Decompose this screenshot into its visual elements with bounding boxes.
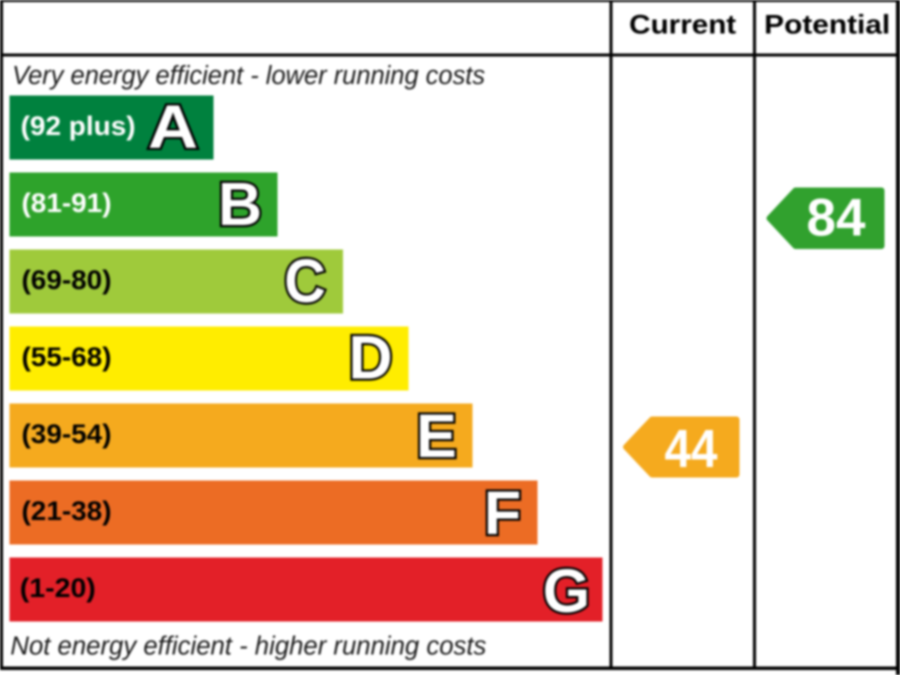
svg-text:E: E xyxy=(416,402,457,470)
svg-text:(92 plus): (92 plus) xyxy=(21,111,136,141)
svg-text:(69-80): (69-80) xyxy=(22,265,112,295)
svg-text:84: 84 xyxy=(807,189,866,248)
svg-text:A: A xyxy=(148,93,198,161)
svg-text:D: D xyxy=(348,324,392,392)
svg-text:(21-38): (21-38) xyxy=(22,496,112,526)
svg-text:C: C xyxy=(284,247,326,315)
svg-text:Potential: Potential xyxy=(764,9,890,39)
svg-text:F: F xyxy=(484,479,521,547)
svg-text:B: B xyxy=(218,170,262,238)
svg-text:G: G xyxy=(543,557,590,625)
svg-text:Very energy efficient - lower: Very energy efficient - lower running co… xyxy=(12,62,485,90)
svg-text:Current: Current xyxy=(629,9,736,39)
svg-text:(81-91): (81-91) xyxy=(22,188,112,218)
svg-text:Not energy efficient - higher: Not energy efficient - higher running co… xyxy=(10,632,486,660)
svg-text:(1-20): (1-20) xyxy=(20,573,96,603)
svg-text:44: 44 xyxy=(665,420,718,479)
svg-text:(55-68): (55-68) xyxy=(22,342,112,372)
svg-text:(39-54): (39-54) xyxy=(22,419,112,449)
